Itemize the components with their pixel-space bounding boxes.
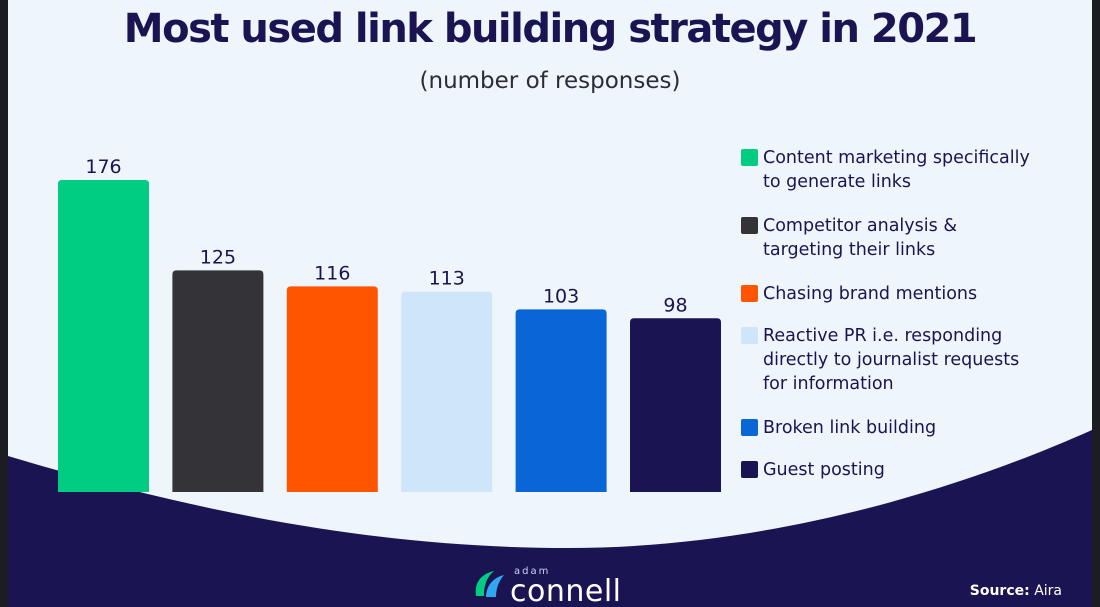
legend-label: Reactive PR i.e. responding directly to j… xyxy=(763,326,1020,394)
brand-small-text: adam xyxy=(514,566,551,577)
legend-label: Guest posting xyxy=(763,460,885,480)
source-value: Aira xyxy=(1034,583,1062,599)
bar-5 xyxy=(515,309,607,492)
legend-swatch xyxy=(741,419,758,436)
legend-swatch xyxy=(741,285,758,302)
data-label-5: 103 xyxy=(543,285,579,307)
bar-6 xyxy=(630,318,721,492)
legend-item: Reactive PR i.e. responding directly to j… xyxy=(741,324,1071,396)
legend-item: Chasing brand mentions xyxy=(741,282,1071,306)
bar-chart: 176 125 116 113 103 98 xyxy=(58,156,721,492)
bar-3 xyxy=(286,286,378,492)
data-label-1: 176 xyxy=(85,156,121,178)
data-label-2: 125 xyxy=(200,246,236,268)
source-note: Source: Aira xyxy=(970,583,1062,599)
legend-item: Guest posting xyxy=(741,458,1071,482)
data-label-3: 116 xyxy=(314,262,350,284)
legend-swatch xyxy=(741,461,758,478)
legend-swatch xyxy=(741,149,758,166)
data-label-6: 98 xyxy=(663,294,687,316)
brand-name: connell xyxy=(510,574,622,607)
background-wave xyxy=(8,430,1092,607)
bar-4 xyxy=(401,291,493,492)
legend-swatch xyxy=(741,327,758,344)
source-label: Source: xyxy=(969,583,1030,599)
chart-subtitle: (number of responses) xyxy=(419,68,681,94)
logo-icon xyxy=(475,571,504,597)
bar-1 xyxy=(58,180,149,492)
brand-logo: adam connell xyxy=(472,562,642,607)
legend-label: Content marketing specifically to generat… xyxy=(763,148,1030,192)
legend-label: Competitor analysis & targeting their lin… xyxy=(763,216,957,260)
chart-title: Most used link building strategy in 2021 xyxy=(123,6,978,52)
data-label-4: 113 xyxy=(429,268,465,290)
legend-swatch xyxy=(741,217,758,234)
legend-item: Content marketing specifically to generat… xyxy=(741,146,1071,194)
infographic: Most used link building strategy in 2021… xyxy=(8,0,1092,607)
bar-2 xyxy=(172,270,264,492)
legend-label: Broken link building xyxy=(763,418,937,438)
legend-label: Chasing brand mentions xyxy=(763,284,978,304)
legend-item: Competitor analysis & targeting their lin… xyxy=(741,214,1071,262)
legend-item: Broken link building xyxy=(741,416,1071,440)
